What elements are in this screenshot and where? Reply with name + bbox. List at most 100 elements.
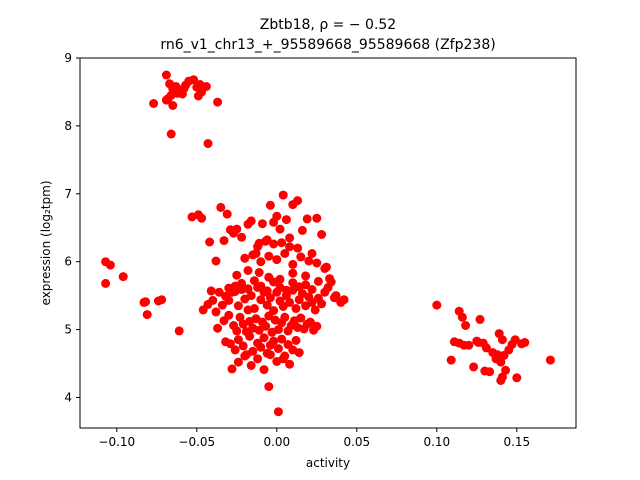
data-point [301, 280, 311, 290]
x-tick-label: 0.15 [503, 435, 530, 449]
data-point [246, 216, 256, 226]
data-point [481, 343, 491, 353]
data-point [208, 295, 218, 305]
data-point [213, 323, 223, 333]
y-tick-label: 7 [64, 187, 72, 201]
data-point [313, 276, 323, 286]
data-point [446, 355, 456, 365]
data-point [240, 351, 250, 361]
data-point [432, 300, 442, 310]
data-point [248, 346, 258, 356]
data-point [256, 281, 266, 291]
data-point [222, 209, 232, 219]
data-point [253, 242, 263, 252]
data-point [272, 255, 282, 265]
data-point [211, 256, 221, 266]
data-point [275, 224, 285, 234]
data-point [249, 304, 259, 313]
data-point [302, 214, 312, 224]
data-point [278, 354, 288, 364]
data-point [259, 333, 269, 343]
x-tick-label: −0.05 [178, 435, 215, 449]
data-point [273, 325, 283, 335]
data-point [265, 200, 275, 210]
data-point [261, 321, 271, 331]
data-point [281, 285, 291, 295]
data-point [230, 287, 240, 296]
data-point [545, 355, 555, 365]
x-axis-label: activity [306, 456, 350, 470]
data-point [205, 237, 215, 247]
data-point [269, 277, 279, 287]
y-tick-label: 5 [64, 323, 72, 337]
data-point [235, 312, 245, 322]
data-point [203, 139, 213, 148]
data-point [142, 310, 152, 320]
data-point [325, 274, 335, 284]
data-point [278, 302, 288, 311]
data-point [317, 230, 327, 239]
data-point [320, 264, 330, 273]
data-point [501, 365, 511, 375]
data-point [233, 357, 243, 367]
data-point [149, 99, 159, 108]
data-point [317, 299, 327, 309]
data-point [264, 311, 274, 321]
plot-frame [79, 57, 577, 429]
data-point [141, 297, 151, 307]
data-point [214, 287, 224, 297]
data-point [262, 300, 272, 310]
y-axis-ticks: 4 5 6 7 8 9 [64, 51, 80, 404]
data-point [269, 336, 279, 346]
data-point [197, 87, 207, 97]
data-point [230, 345, 240, 355]
data-point [339, 295, 349, 305]
data-point [497, 335, 507, 345]
data-point [157, 295, 167, 305]
data-point [469, 362, 479, 372]
data-point [232, 326, 242, 336]
data-point [280, 312, 290, 322]
x-tick-label: 0.05 [343, 435, 370, 449]
y-tick-label: 4 [64, 390, 72, 404]
data-point [248, 250, 258, 260]
data-point [245, 331, 255, 341]
x-tick-label: 0.10 [423, 435, 450, 449]
data-point [312, 258, 322, 268]
data-point [520, 338, 530, 347]
data-point [510, 335, 520, 345]
data-points [101, 70, 555, 417]
data-point [496, 376, 506, 385]
data-point [232, 270, 242, 280]
data-point [273, 344, 283, 354]
data-point [293, 196, 303, 206]
data-point [256, 257, 266, 267]
data-point [512, 373, 522, 383]
data-point [217, 300, 227, 310]
data-point [297, 225, 307, 235]
data-point [285, 359, 295, 369]
data-point [243, 284, 253, 294]
data-point [307, 297, 317, 307]
data-point [296, 313, 306, 323]
data-point [475, 314, 485, 324]
data-point [265, 350, 275, 360]
data-point [213, 97, 223, 107]
data-point [189, 75, 199, 85]
data-point [219, 236, 229, 246]
data-point [301, 271, 311, 281]
data-point [312, 213, 322, 223]
data-point [256, 342, 266, 352]
data-point [312, 321, 322, 331]
data-point [264, 382, 274, 392]
data-point [265, 293, 275, 303]
data-point [454, 306, 464, 316]
data-point [261, 236, 271, 246]
data-point [224, 310, 234, 320]
data-point [246, 291, 256, 301]
data-point [225, 339, 235, 349]
data-point [473, 338, 483, 347]
data-point [281, 215, 291, 225]
data-point [273, 407, 283, 417]
